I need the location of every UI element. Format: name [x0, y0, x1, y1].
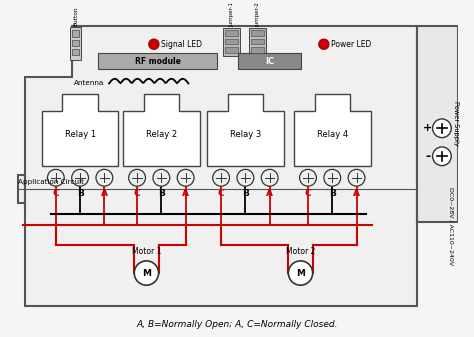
- Polygon shape: [294, 94, 371, 165]
- Text: Motor 2: Motor 2: [286, 247, 315, 256]
- Text: Power LED: Power LED: [331, 40, 372, 49]
- Bar: [251, 30, 264, 36]
- Text: Power Supply: Power Supply: [453, 101, 458, 146]
- Text: Motor 1: Motor 1: [132, 247, 161, 256]
- Circle shape: [96, 170, 113, 186]
- Text: B: B: [158, 189, 165, 198]
- Text: M: M: [142, 269, 151, 278]
- Text: A: A: [353, 189, 360, 198]
- Text: B: B: [329, 189, 336, 198]
- Text: RF module: RF module: [135, 57, 181, 65]
- Polygon shape: [123, 94, 200, 165]
- Text: Antenna: Antenna: [73, 81, 104, 87]
- Circle shape: [433, 147, 451, 165]
- Polygon shape: [18, 26, 417, 306]
- Text: Relay 2: Relay 2: [146, 130, 177, 139]
- Bar: [72, 39, 79, 46]
- Text: C: C: [305, 189, 311, 198]
- Circle shape: [149, 39, 159, 49]
- Text: A, B=Normally Open; A, C=Normally Closed.: A, B=Normally Open; A, C=Normally Closed…: [136, 320, 338, 329]
- Bar: [72, 30, 79, 37]
- Text: Relay 1: Relay 1: [64, 130, 96, 139]
- Circle shape: [128, 170, 146, 186]
- Circle shape: [300, 170, 316, 186]
- Bar: [225, 47, 238, 53]
- Text: Jumper-1: Jumper-1: [229, 3, 234, 27]
- Bar: [417, 26, 458, 222]
- Text: IC: IC: [265, 57, 274, 65]
- Text: +: +: [423, 123, 432, 133]
- Bar: [225, 30, 238, 36]
- Text: Signal LED: Signal LED: [161, 40, 202, 49]
- Bar: [72, 49, 79, 55]
- Text: C: C: [53, 189, 59, 198]
- Bar: [225, 39, 238, 44]
- Circle shape: [319, 39, 329, 49]
- Circle shape: [177, 170, 194, 186]
- Text: A: A: [266, 189, 273, 198]
- Circle shape: [324, 170, 341, 186]
- Text: Relay 3: Relay 3: [230, 130, 261, 139]
- Circle shape: [213, 170, 229, 186]
- Bar: [238, 53, 301, 69]
- Circle shape: [288, 261, 313, 285]
- Circle shape: [72, 170, 89, 186]
- Circle shape: [237, 170, 254, 186]
- Polygon shape: [42, 94, 118, 165]
- Bar: [70, 27, 81, 60]
- Polygon shape: [207, 94, 284, 165]
- Text: Application Circuit: Application Circuit: [18, 179, 83, 185]
- Circle shape: [261, 170, 278, 186]
- Circle shape: [433, 119, 451, 137]
- Text: DC0~28V / AC110~240V: DC0~28V / AC110~240V: [448, 187, 453, 266]
- Circle shape: [348, 170, 365, 186]
- Text: C: C: [218, 189, 224, 198]
- Text: B: B: [77, 189, 83, 198]
- Text: B: B: [242, 189, 249, 198]
- Bar: [249, 28, 266, 56]
- Text: Relay 4: Relay 4: [317, 130, 348, 139]
- Text: C: C: [134, 189, 140, 198]
- Bar: [223, 28, 240, 56]
- Bar: [98, 53, 218, 69]
- Text: -: -: [425, 150, 430, 163]
- Bar: [251, 39, 264, 44]
- Text: Button: Button: [73, 6, 78, 26]
- Text: M: M: [296, 269, 305, 278]
- Circle shape: [134, 261, 158, 285]
- Text: A: A: [101, 189, 108, 198]
- Circle shape: [47, 170, 64, 186]
- Circle shape: [153, 170, 170, 186]
- Bar: [251, 47, 264, 53]
- Text: A: A: [182, 189, 189, 198]
- Text: Jumper-2: Jumper-2: [255, 3, 260, 27]
